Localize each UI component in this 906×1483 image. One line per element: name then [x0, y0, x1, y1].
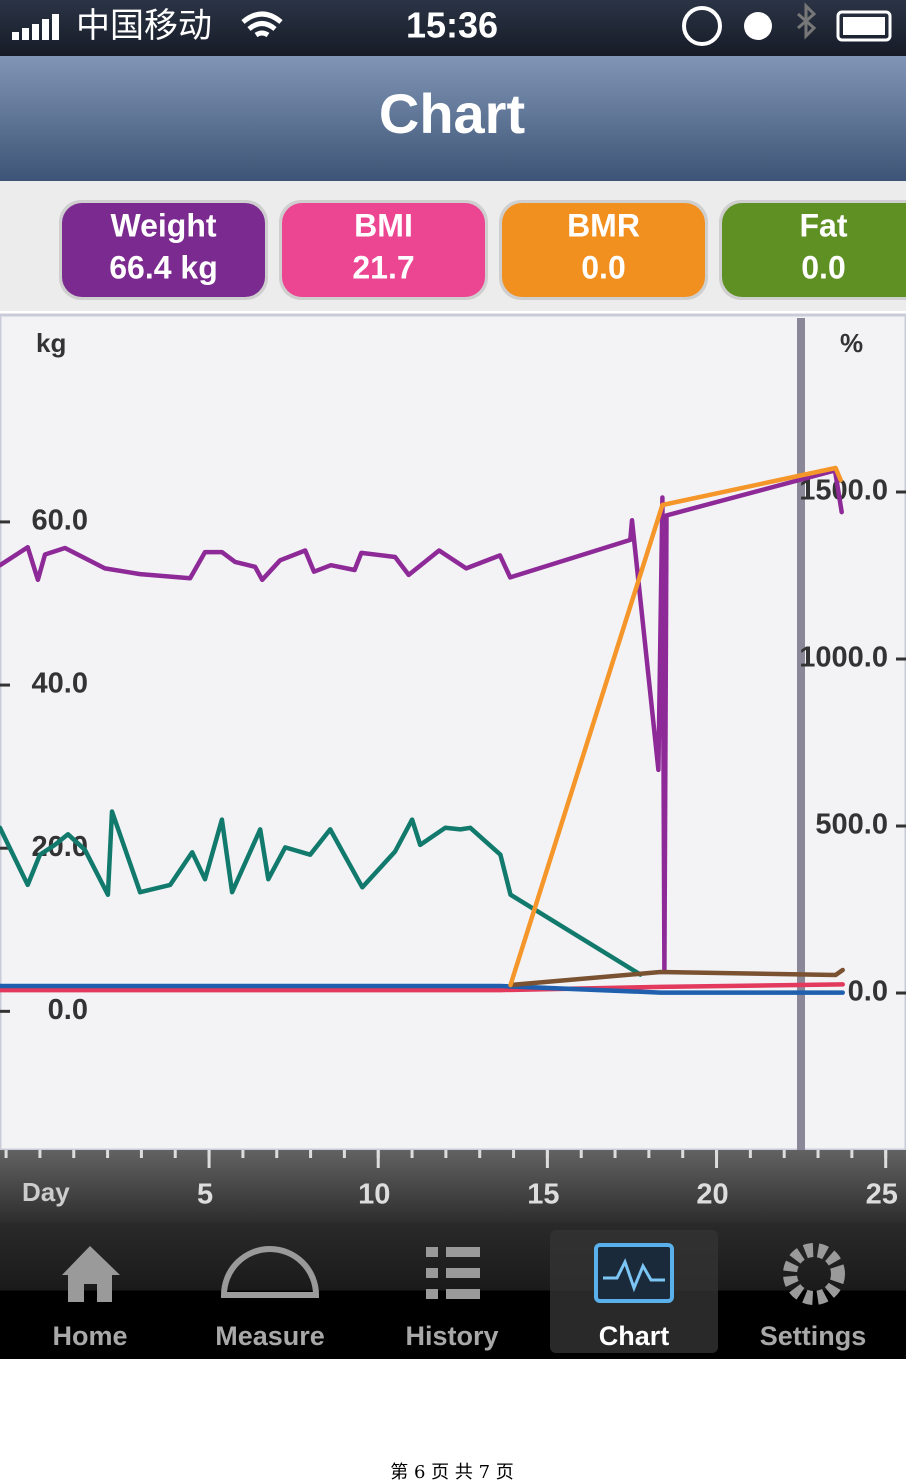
nav-title: Chart — [379, 82, 525, 145]
tab-label[interactable]: History — [405, 1321, 498, 1351]
tab-icons — [62, 1243, 845, 1305]
x-axis-label: Day — [22, 1177, 70, 1207]
y2-tick-label: 0.0 — [848, 976, 888, 1008]
series-line — [508, 967, 845, 988]
bluetooth-icon — [797, 2, 817, 40]
alarm-icon — [744, 12, 772, 40]
tile-label: BMR — [567, 207, 640, 243]
cursor-line — [797, 318, 805, 1150]
tab-label[interactable]: Measure — [215, 1321, 325, 1351]
page-footer: 第 6 页 共 7 页 — [390, 1462, 514, 1483]
settings-icon — [783, 1243, 845, 1305]
tile-value: 0.0 — [581, 249, 625, 285]
tab-label[interactable]: Settings — [760, 1321, 867, 1351]
lock-icon — [682, 6, 722, 46]
tile-value: 21.7 — [352, 249, 414, 285]
tile-value: 66.4 kg — [109, 249, 218, 285]
home-icon — [62, 1246, 120, 1302]
tile[interactable] — [62, 203, 265, 297]
series-line — [0, 983, 845, 995]
chart: kg %Day0.020.040.060.00.0500.01000.01500.… — [0, 328, 906, 1211]
history-icon — [426, 1247, 480, 1299]
tabs: Home Measure History Chart Settings — [52, 1230, 866, 1353]
x-tick-label: 5 — [197, 1179, 213, 1211]
x-tick-label: 15 — [527, 1179, 559, 1211]
series-line — [0, 809, 643, 977]
tile[interactable] — [722, 203, 906, 297]
clock: 15:36 — [406, 5, 498, 46]
chart-area — [0, 313, 906, 1152]
tile-value: 0.0 — [801, 249, 845, 285]
tab-label[interactable]: Home — [52, 1321, 127, 1351]
tile-label: Fat — [800, 207, 848, 243]
tile[interactable] — [282, 203, 485, 297]
y2-tick-label: 1000.0 — [799, 642, 888, 674]
tile[interactable] — [502, 203, 705, 297]
tile-label: BMI — [354, 207, 413, 243]
measure-icon — [220, 1246, 320, 1298]
x-tick-label: 10 — [358, 1179, 390, 1211]
series-line — [508, 465, 843, 988]
tile-label: Weight — [110, 207, 216, 243]
tab-label[interactable]: Chart — [599, 1321, 670, 1351]
x-tick-label: 20 — [696, 1179, 728, 1211]
signal-icon — [12, 14, 59, 40]
carrier: 中国移动 — [76, 7, 212, 45]
nav-bar — [0, 56, 906, 181]
battery-level — [843, 17, 885, 35]
chart-icon-line — [603, 1258, 665, 1293]
y2-axis-label: % — [840, 328, 863, 358]
x-tick-label: 25 — [866, 1179, 898, 1211]
y-tick-label: 40.0 — [32, 668, 88, 700]
y-axis-label: kg — [36, 328, 66, 358]
plot — [0, 465, 845, 995]
x-axis-band — [0, 1150, 906, 1222]
y-tick-label: 60.0 — [32, 505, 88, 537]
chart-icon — [594, 1243, 674, 1303]
y2-tick-label: 500.0 — [815, 809, 888, 841]
y2-tick-label: 1500.0 — [799, 475, 888, 507]
battery-icon — [836, 10, 892, 42]
y-tick-label: 0.0 — [48, 994, 88, 1026]
series-line — [0, 468, 844, 972]
wifi-icon — [241, 11, 283, 38]
tiles: Weight 66.4 kg BMI 21.7 BMR 0.0 Fat 0.0 — [59, 200, 906, 300]
